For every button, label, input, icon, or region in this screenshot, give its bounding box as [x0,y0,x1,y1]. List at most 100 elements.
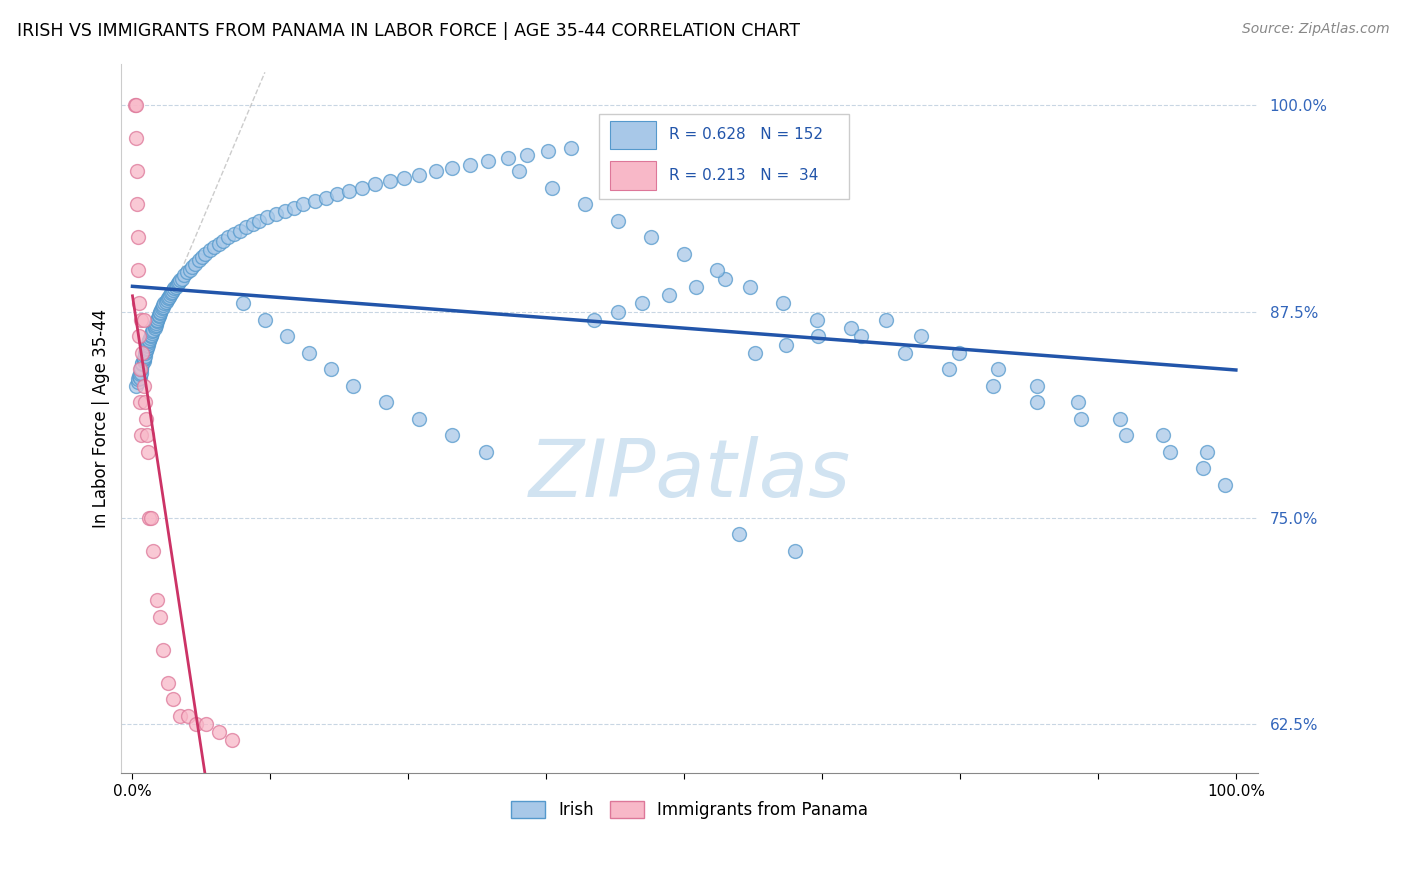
Point [1115,428,1137,442]
Point [640,230,662,244]
Point [198,244,221,258]
Point [129,362,152,376]
Point [172,271,194,285]
Point [194,247,217,261]
Point [910,329,932,343]
Point [135,344,157,359]
Point [167,275,190,289]
Point [186,717,208,731]
Point [127,372,149,386]
Point [149,306,172,320]
Point [169,273,191,287]
FancyBboxPatch shape [610,120,655,149]
Point [242,217,264,231]
Point [134,349,156,363]
Point [775,337,797,351]
Point [141,324,163,338]
Point [276,329,298,343]
Point [221,733,243,747]
Point [132,354,155,368]
Point [124,98,146,112]
Point [256,211,278,225]
Point [217,230,239,244]
Point [145,318,167,332]
Point [129,428,152,442]
Point [166,278,188,293]
Point [127,263,149,277]
Point [350,181,373,195]
FancyBboxPatch shape [610,161,655,190]
Y-axis label: In Labor Force | Age 35-44: In Labor Force | Age 35-44 [93,310,110,528]
Point [131,356,153,370]
Point [948,345,970,359]
Point [129,362,152,376]
Point [516,148,538,162]
Point [195,717,218,731]
Point [319,362,342,376]
Point [807,329,830,343]
Point [875,312,897,326]
Point [1109,411,1132,425]
Point [685,279,707,293]
Point [138,510,160,524]
Point [607,214,630,228]
Point [496,151,519,165]
Point [138,334,160,349]
Text: R = 0.213   N =  34: R = 0.213 N = 34 [669,168,818,183]
Point [150,301,173,316]
Point [283,201,305,215]
Point [141,327,163,342]
Point [441,161,464,175]
Point [145,316,167,330]
Point [169,708,191,723]
Point [127,376,149,390]
Point [806,312,828,326]
Text: R = 0.628   N = 152: R = 0.628 N = 152 [669,128,824,143]
Point [1026,378,1049,392]
Point [1197,444,1219,458]
Point [142,543,165,558]
Point [160,286,183,301]
Point [159,288,181,302]
Point [574,197,596,211]
Point [658,288,681,302]
Point [142,323,165,337]
Point [155,294,177,309]
Point [631,296,654,310]
Point [582,312,605,326]
Point [607,304,630,318]
Point [163,281,186,295]
Point [156,675,179,690]
Point [131,345,153,359]
Point [129,370,152,384]
Point [304,194,326,208]
Point [408,411,430,425]
Point [477,154,499,169]
Point [740,279,762,293]
Point [136,335,159,350]
Point [938,362,960,376]
Point [132,378,155,392]
Point [145,312,167,326]
Point [132,352,155,367]
Point [474,444,496,458]
Point [772,296,794,310]
Point [134,345,156,359]
Point [134,395,156,409]
Point [232,296,254,310]
Point [157,290,180,304]
Point [160,285,183,299]
Point [247,214,270,228]
Point [135,343,157,357]
Point [125,378,148,392]
Point [125,164,148,178]
Point [141,510,163,524]
Point [152,642,174,657]
Point [125,131,148,145]
Point [560,141,582,155]
Point [228,224,250,238]
Point [179,263,201,277]
Point [132,351,155,365]
Point [378,174,401,188]
Point [274,203,297,218]
